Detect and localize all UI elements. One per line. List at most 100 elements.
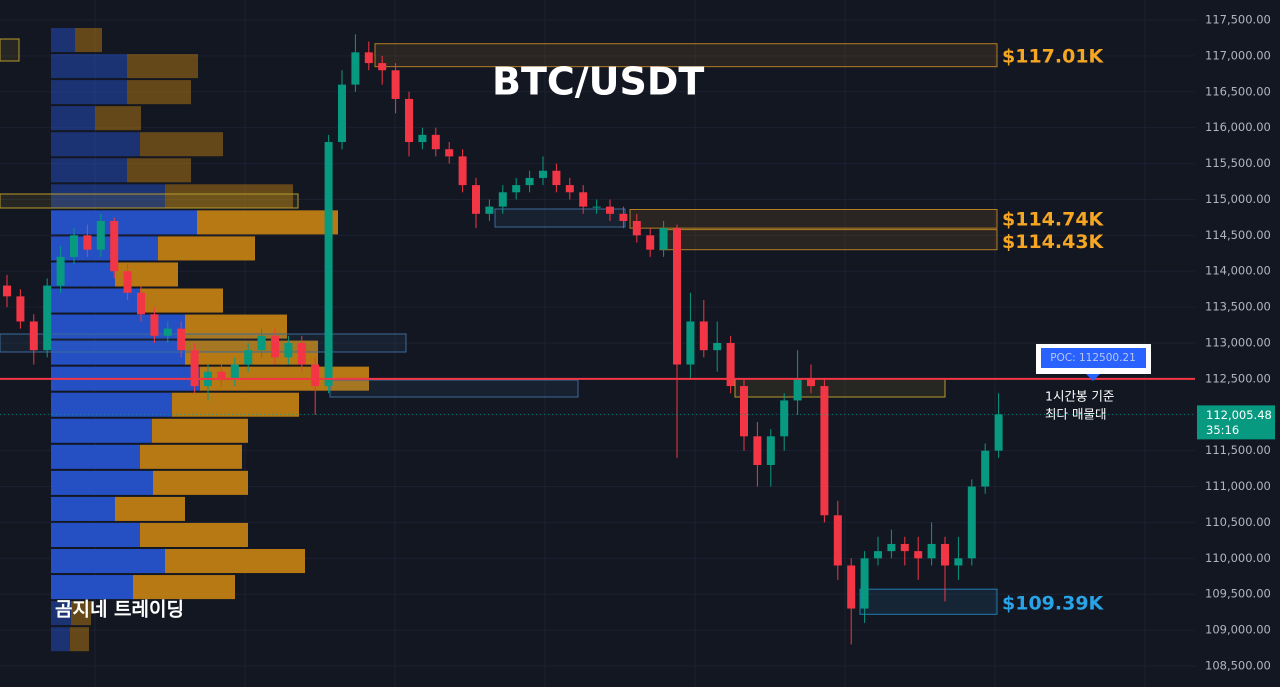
profile-buy <box>51 184 165 209</box>
profile-sell <box>127 80 191 105</box>
candle-body <box>29 321 38 351</box>
candle-body <box>900 543 909 552</box>
profile-buy <box>51 575 133 600</box>
poc-note: 1시간봉 기준 <box>1045 389 1114 404</box>
candle-body <box>673 228 681 365</box>
candle-body <box>579 192 588 207</box>
profile-buy <box>51 54 127 79</box>
profile-sell <box>152 418 248 443</box>
y-tick-label: 113,500.00 <box>1205 300 1271 314</box>
profile-buy <box>51 158 127 183</box>
zone-box <box>494 208 626 228</box>
candle-body <box>284 342 293 358</box>
y-tick-label: 116,000.00 <box>1205 120 1271 134</box>
level-zone <box>859 588 998 615</box>
candle-body <box>793 378 802 401</box>
candle-body <box>230 364 239 379</box>
profile-buy <box>51 418 152 443</box>
candle-body <box>217 371 226 379</box>
y-tick-label: 115,500.00 <box>1205 156 1271 170</box>
y-tick-label: 117,500.00 <box>1205 13 1271 27</box>
y-tick-label: 110,500.00 <box>1205 515 1271 529</box>
profile-buy <box>51 496 115 521</box>
candle-body <box>137 292 145 315</box>
candle-body <box>56 256 65 286</box>
level-zone <box>659 229 998 251</box>
profile-sell <box>115 496 185 521</box>
candle-body <box>780 400 789 437</box>
profile-sell <box>140 444 242 469</box>
y-tick-label: 109,000.00 <box>1205 623 1271 637</box>
y-tick-label: 108,500.00 <box>1205 658 1271 672</box>
profile-buy <box>51 210 197 235</box>
candle-body <box>96 220 105 250</box>
candle-body <box>364 52 373 64</box>
zone-box <box>0 193 299 209</box>
level-label: $114.74K <box>1002 209 1105 231</box>
candle-body <box>351 52 360 85</box>
candle-body <box>257 335 266 351</box>
candle-body <box>592 206 601 208</box>
watermark: 곰지네 트레이딩 <box>55 599 184 621</box>
profile-buy <box>51 314 185 339</box>
poc-note: 최다 매물대 <box>1045 407 1106 422</box>
profile-sell <box>140 522 248 547</box>
candle-body <box>753 436 762 466</box>
profile-sell <box>172 392 299 417</box>
candle-body <box>632 220 641 236</box>
profile-sell <box>70 627 89 652</box>
candle-body <box>498 192 507 207</box>
candle-body <box>244 350 253 365</box>
candle-body <box>699 321 708 351</box>
zone-box <box>0 38 20 62</box>
candle-body <box>163 328 172 336</box>
candle-body <box>659 228 668 250</box>
y-tick-label: 110,000.00 <box>1205 551 1271 565</box>
zone-box <box>0 333 407 353</box>
level-label: $114.43K <box>1002 231 1105 253</box>
profile-buy <box>51 549 165 574</box>
profile-sell <box>140 132 223 157</box>
candle-body <box>994 414 1003 451</box>
countdown: 35:16 <box>1206 423 1239 437</box>
profile-buy <box>51 470 153 495</box>
candle-body <box>458 156 467 186</box>
profile-buy <box>51 601 71 626</box>
poc-pointer <box>1086 374 1100 381</box>
candle-body <box>418 134 427 143</box>
profile-buy <box>51 444 140 469</box>
candle-body <box>833 515 842 566</box>
level-zone <box>374 43 998 68</box>
zone-box <box>329 379 579 398</box>
candle-body <box>338 84 346 143</box>
profile-sell <box>158 236 255 261</box>
profile-buy <box>51 392 172 417</box>
last-price-label: 112,005.48 <box>1206 408 1272 422</box>
candle-body <box>927 543 936 559</box>
poc-label: POC: 112500.21 <box>1050 352 1136 364</box>
candle-body <box>83 235 92 250</box>
candle-body <box>70 235 78 257</box>
candle-body <box>874 551 882 559</box>
candle-body <box>150 314 159 336</box>
profile-sell <box>95 106 141 131</box>
profile-buy <box>51 132 140 157</box>
poc-inner <box>1041 348 1146 368</box>
candle-body <box>807 378 815 387</box>
candle-body <box>391 70 400 99</box>
candle-body <box>981 450 990 487</box>
profile-sell <box>165 549 305 574</box>
profile-buy <box>51 522 140 547</box>
profile-sell <box>133 575 235 600</box>
profile-buy <box>51 106 95 131</box>
candle-body <box>324 142 333 387</box>
candle-body <box>512 185 521 193</box>
candle-body <box>619 213 628 221</box>
profile-sell <box>71 601 91 626</box>
candle-body <box>485 206 494 214</box>
y-tick-label: 114,500.00 <box>1205 228 1271 242</box>
last-price-tag <box>1197 405 1275 440</box>
candle-body <box>271 335 279 358</box>
candle-body <box>16 296 25 322</box>
